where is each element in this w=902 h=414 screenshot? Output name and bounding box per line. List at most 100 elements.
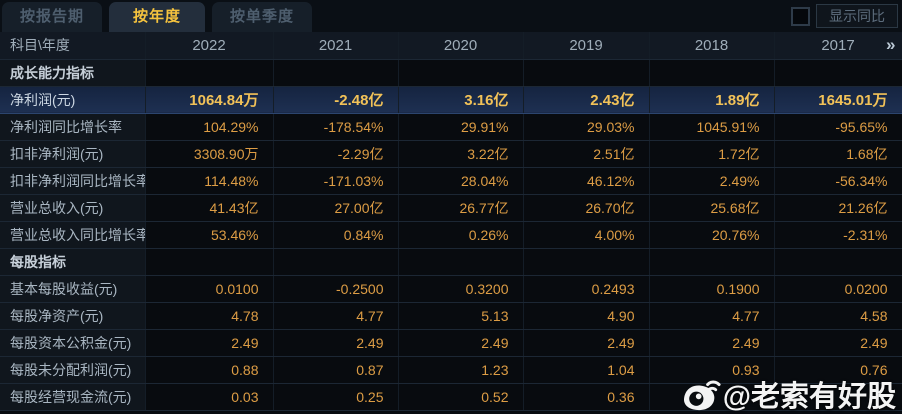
cell-value: 2.49% — [649, 167, 775, 195]
cell-value: 27.00亿 — [273, 194, 399, 222]
table-row: 净利润(元) 1064.84万 -2.48亿 3.16亿 2.43亿 1.89亿 1645.… — [0, 85, 902, 114]
cell-value: 28.04% — [398, 167, 524, 195]
cell-value: 0.26% — [398, 221, 524, 249]
cell-value: 0.93 — [649, 356, 775, 384]
cell-value: 0.0200 — [774, 275, 902, 303]
cell-value: 29.03% — [523, 113, 650, 141]
row-label: 营业总收入同比增长率 — [0, 221, 146, 249]
cell-value — [273, 248, 399, 276]
table-body: 成长能力指标 净利润(元) 1064.84万 -2.48亿 3.16亿 2.43亿 1.89… — [0, 59, 902, 411]
cell-value: 3.16亿 — [398, 85, 524, 114]
cell-value: 0.52 — [398, 383, 524, 411]
cell-value: 4.90 — [523, 302, 650, 330]
cell-value — [649, 248, 775, 276]
tab-by-year[interactable]: 按年度 — [109, 2, 206, 32]
period-tabbar: 按报告期 按年度 按单季度 显示同比 — [0, 0, 902, 32]
row-label: 每股指标 — [0, 248, 146, 276]
cell-value: 0.88 — [145, 356, 274, 384]
cell-value: 2.43亿 — [523, 85, 650, 114]
cell-value: -171.03% — [273, 167, 399, 195]
cell-value: 1.04 — [523, 356, 650, 384]
cell-value: 1645.01万 — [774, 85, 902, 114]
row-label: 扣非净利润(元) — [0, 140, 146, 168]
table-row: 基本每股收益(元) 0.0100 -0.2500 0.3200 0.2493 0.1900… — [0, 275, 902, 303]
cell-value: 0.03 — [145, 383, 274, 411]
cell-value: 4.00% — [523, 221, 650, 249]
tabbar-controls: 显示同比 — [791, 4, 902, 32]
cell-value — [774, 383, 902, 411]
cell-value: 2.49 — [523, 329, 650, 357]
cell-value: 4.78 — [145, 302, 274, 330]
cell-value: -0.2500 — [273, 275, 399, 303]
cell-value: 41.43亿 — [145, 194, 274, 222]
column-header-2017: 2017» — [774, 32, 902, 60]
cell-value: -2.31% — [774, 221, 902, 249]
table-row: 每股资本公积金(元) 2.49 2.49 2.49 2.49 2.49 2.49 — [0, 329, 902, 357]
cell-value: -2.48亿 — [273, 85, 399, 114]
corner-header: 科目\年度 — [0, 32, 146, 60]
cell-value: 3.22亿 — [398, 140, 524, 168]
table-row: 每股未分配利润(元) 0.88 0.87 1.23 1.04 0.93 0.76 — [0, 356, 902, 384]
cell-value: 25.68亿 — [649, 194, 775, 222]
cell-value: 0.87 — [273, 356, 399, 384]
table-row: 扣非净利润(元) 3308.90万 -2.29亿 3.22亿 2.51亿 1.72亿 1.6… — [0, 140, 902, 168]
row-label: 基本每股收益(元) — [0, 275, 146, 303]
cell-value: 1064.84万 — [145, 85, 274, 114]
row-label: 净利润(元) — [0, 85, 146, 114]
table-header-row: 科目\年度 2022 2021 2020 2019 2018 2017» — [0, 32, 902, 60]
cell-value: 0.25 — [273, 383, 399, 411]
column-header-2018: 2018 — [649, 32, 775, 60]
cell-value — [523, 59, 650, 87]
cell-value: 21.26亿 — [774, 194, 902, 222]
more-columns-icon[interactable]: » — [886, 35, 896, 55]
tab-by-single-quarter[interactable]: 按单季度 — [212, 2, 313, 32]
cell-value: 46.12% — [523, 167, 650, 195]
cell-value: 4.58 — [774, 302, 902, 330]
row-label: 净利润同比增长率 — [0, 113, 146, 141]
table-row: 营业总收入同比增长率 53.46% 0.84% 0.26% 4.00% 20.76% -2.… — [0, 221, 902, 249]
cell-value: 3308.90万 — [145, 140, 274, 168]
cell-value: 1.72亿 — [649, 140, 775, 168]
table-row: 扣非净利润同比增长率 114.48% -171.03% 28.04% 46.12% 2.4… — [0, 167, 902, 195]
row-label: 营业总收入(元) — [0, 194, 146, 222]
column-header-2019: 2019 — [523, 32, 650, 60]
financial-data-table: 科目\年度 2022 2021 2020 2019 2018 2017» 成长能力指标 净利… — [0, 32, 902, 411]
cell-value: 114.48% — [145, 167, 274, 195]
cell-value — [273, 59, 399, 87]
cell-value — [398, 59, 524, 87]
cell-value: 2.51亿 — [523, 140, 650, 168]
show-yoy-button[interactable]: 显示同比 — [816, 4, 898, 28]
cell-value: 2.49 — [273, 329, 399, 357]
cell-value: 1.23 — [398, 356, 524, 384]
row-label: 每股经营现金流(元) — [0, 383, 146, 411]
section-row: 成长能力指标 — [0, 59, 902, 87]
column-header-2020: 2020 — [398, 32, 524, 60]
cell-value: 104.29% — [145, 113, 274, 141]
cell-value — [523, 248, 650, 276]
cell-value: 4.77 — [273, 302, 399, 330]
row-label: 扣非净利润同比增长率 — [0, 167, 146, 195]
cell-value: 0.36 — [523, 383, 650, 411]
cell-value: 26.70亿 — [523, 194, 650, 222]
cell-value: 2.49 — [649, 329, 775, 357]
cell-value: 0.0100 — [145, 275, 274, 303]
column-header-2021: 2021 — [273, 32, 399, 60]
cell-value: 0.2493 — [523, 275, 650, 303]
cell-value: 53.46% — [145, 221, 274, 249]
cell-value: -178.54% — [273, 113, 399, 141]
cell-value: 2.49 — [398, 329, 524, 357]
cell-value: -95.65% — [774, 113, 902, 141]
cell-value: 5.13 — [398, 302, 524, 330]
show-yoy-checkbox[interactable] — [791, 6, 810, 26]
table-row: 每股经营现金流(元) 0.03 0.25 0.52 0.36 — [0, 383, 902, 411]
cell-value — [398, 248, 524, 276]
row-label: 每股未分配利润(元) — [0, 356, 146, 384]
cell-value: 1.68亿 — [774, 140, 902, 168]
cell-value: 1045.91% — [649, 113, 775, 141]
tab-by-report-period[interactable]: 按报告期 — [2, 2, 103, 32]
cell-value: 0.1900 — [649, 275, 775, 303]
cell-value: 20.76% — [649, 221, 775, 249]
cell-value: 4.77 — [649, 302, 775, 330]
cell-value — [649, 383, 775, 411]
cell-value: -56.34% — [774, 167, 902, 195]
